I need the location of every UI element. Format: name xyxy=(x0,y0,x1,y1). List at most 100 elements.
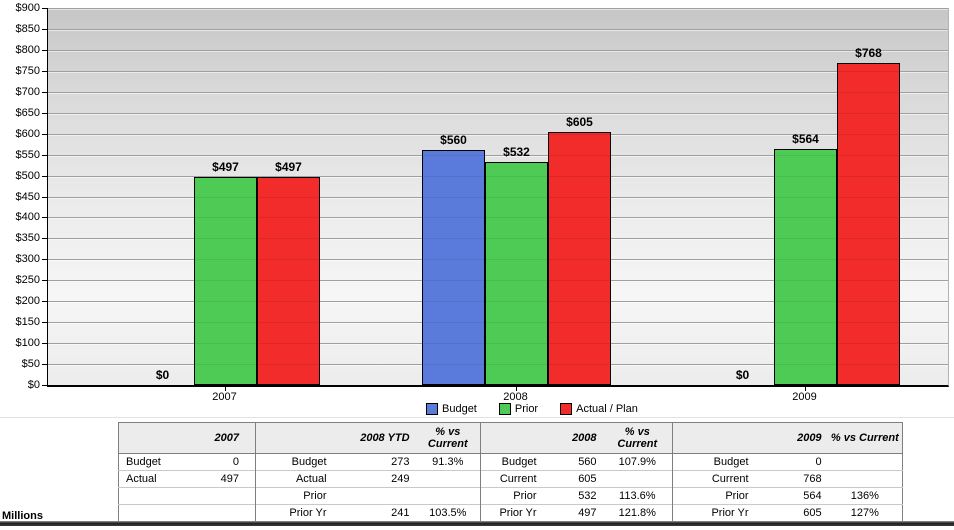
x-axis-category-label: 2009 xyxy=(792,391,817,403)
y-axis-tick-label: $0 xyxy=(27,379,40,391)
cell-metric-label: Actual xyxy=(118,470,177,488)
gridline xyxy=(48,28,948,30)
bar-value-label: $605 xyxy=(566,115,593,129)
table-header-2008: 2008 xyxy=(480,422,603,454)
table-header-2007: 2007 xyxy=(118,422,256,454)
table-header-row: 2007 2008 YTD% vs Current 2008% vs Current… xyxy=(118,422,903,454)
cell-metric-label: Budget xyxy=(480,453,541,471)
legend-label: Budget xyxy=(442,403,477,415)
y-axis-tick-label: $600 xyxy=(15,127,40,140)
cell-metric-label: Budget xyxy=(255,453,331,471)
legend-label: Prior xyxy=(514,403,539,415)
cell-value xyxy=(176,504,256,523)
y-axis-tick-label: $150 xyxy=(15,316,40,329)
y-axis-tick-label: $900 xyxy=(15,2,40,14)
cell-metric-label: Prior xyxy=(672,487,753,505)
gridline xyxy=(48,91,948,93)
cell-value: 560 xyxy=(578,456,597,468)
bar-value-label: $497 xyxy=(275,160,302,174)
y-axis-tick-label: $650 xyxy=(15,106,40,119)
x-axis-tick-mark xyxy=(224,387,226,391)
bar-prior-2009 xyxy=(774,149,837,385)
legend-color-swatch-icon xyxy=(498,403,511,415)
y-axis-tick-mark xyxy=(42,28,47,30)
y-axis-tick-mark xyxy=(42,154,47,156)
chart-table-divider xyxy=(0,417,954,418)
table-row: Actual 497 Actual 249 Current 605 Current 768 xyxy=(118,470,903,488)
cell-value: 241 xyxy=(330,504,416,523)
x-axis-tick-mark xyxy=(515,387,517,391)
cell-value: 273 xyxy=(391,456,410,468)
y-axis-tick-mark xyxy=(42,70,47,72)
cell-value: 564 xyxy=(752,487,828,505)
table-header-2008-ytd: 2008 YTD xyxy=(255,422,416,454)
x-axis-tick-mark xyxy=(804,387,806,391)
bar-value-label: $0 xyxy=(155,368,170,382)
table-row: Prior Prior 532 113.6% Prior 564 136% xyxy=(118,487,903,505)
gridline xyxy=(48,49,948,51)
cell-pct-vs-current xyxy=(828,454,903,471)
y-axis-tick-label: $200 xyxy=(15,295,40,308)
bar-prior-2007 xyxy=(194,177,257,385)
cell-pct-vs-current xyxy=(602,470,673,488)
summary-table: 2007 2008 YTD% vs Current 2008% vs Current… xyxy=(118,422,904,524)
bar-value-label: $532 xyxy=(503,145,530,159)
y-axis-tick-mark xyxy=(42,133,47,135)
cell-pct-vs-current: 113.6% xyxy=(602,487,673,505)
cell-pct-vs-current: 136% xyxy=(827,487,903,505)
y-axis-tick-mark xyxy=(42,175,47,177)
bar-value-label: $497 xyxy=(212,160,239,174)
plot-area: $0 $497 $497 $560 $532 $605 $0 $564 $768 xyxy=(47,8,949,387)
cell-metric-label: Current xyxy=(480,470,541,488)
bar-value-label: $768 xyxy=(855,46,882,60)
cell-pct-vs-current: 91.3% xyxy=(432,456,464,468)
table-header-pct-vs-current: % vs Current xyxy=(602,422,673,454)
cell-value: 249 xyxy=(330,470,416,488)
bar-value-label: $0 xyxy=(735,368,750,382)
y-axis-tick-label: $400 xyxy=(15,211,40,224)
legend-item-actual-plan: Actual / Plan xyxy=(560,403,638,415)
cell-value xyxy=(176,487,256,505)
cell-pct-vs-current xyxy=(827,470,903,488)
cell-metric-label: Budget xyxy=(672,453,753,471)
y-axis-tick-mark xyxy=(42,238,47,240)
y-axis-tick-mark xyxy=(42,343,47,345)
y-axis-tick-mark xyxy=(42,112,47,114)
cell-value: 497 xyxy=(540,504,603,523)
y-axis-tick-label: $800 xyxy=(15,43,40,56)
cell-metric-label: Prior xyxy=(255,487,331,505)
cell-value: 532 xyxy=(540,487,603,505)
gridline xyxy=(48,154,948,156)
table-header-pct-vs-current: % vs Current xyxy=(827,422,903,454)
gridline xyxy=(48,112,948,114)
cell-metric-label: Current xyxy=(672,470,753,488)
cell-value: 0 xyxy=(815,456,822,468)
y-axis-tick-label: $700 xyxy=(15,85,40,98)
bar-value-label: $560 xyxy=(440,133,467,147)
y-axis-tick-label: $100 xyxy=(15,337,40,350)
bar-budget-2008 xyxy=(422,150,485,385)
y-axis-tick-label: $750 xyxy=(15,64,40,77)
y-axis-tick-label: $550 xyxy=(15,148,40,161)
table-header-2009: 2009 xyxy=(672,422,828,454)
cell-metric-label: Budget xyxy=(126,456,161,468)
chart-legend: Budget Prior Actual / Plan xyxy=(426,403,638,415)
cell-metric-label: Actual xyxy=(255,470,331,488)
legend-color-swatch-icon xyxy=(560,403,573,415)
y-axis-tick-mark xyxy=(42,364,47,366)
y-axis-tick-label: $350 xyxy=(15,232,40,245)
cell-metric-label xyxy=(118,487,177,505)
y-axis-tick-mark xyxy=(42,196,47,198)
y-axis-tick-mark xyxy=(42,217,47,219)
x-axis-category-label: 2008 xyxy=(503,391,528,403)
y-axis-tick-mark xyxy=(42,49,47,51)
cell-value xyxy=(330,487,416,505)
cell-pct-vs-current: 103.5% xyxy=(415,504,481,523)
cell-metric-label: Prior Yr xyxy=(480,504,541,523)
y-axis-tick-label: $850 xyxy=(15,22,40,35)
cell-value: 768 xyxy=(752,470,828,488)
legend-item-prior: Prior xyxy=(498,403,539,415)
legend-label: Actual / Plan xyxy=(576,403,638,415)
legend-color-swatch-icon xyxy=(426,403,438,415)
